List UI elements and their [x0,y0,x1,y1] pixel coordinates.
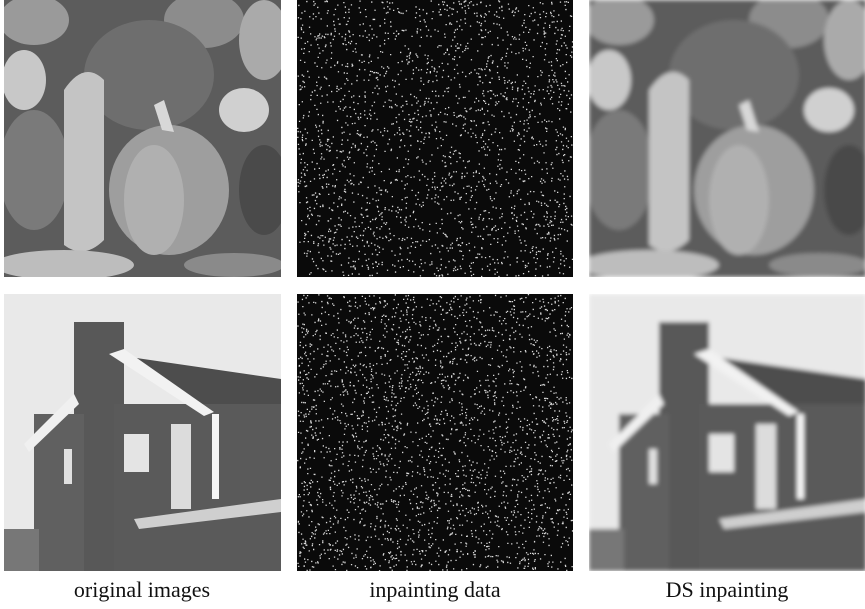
caption: original images [74,577,210,602]
data-house [297,294,573,571]
caption: inpainting data [369,577,501,602]
original-peppers [0,0,289,280]
data-peppers [297,0,573,277]
inpainted-peppers [579,0,865,280]
inpainted-house [589,294,865,571]
original-house [4,294,281,571]
figure: original images inpainting data DS inpai… [0,0,865,609]
page: original images inpainting data DS inpai… [0,0,865,609]
caption: DS inpainting [666,577,789,602]
